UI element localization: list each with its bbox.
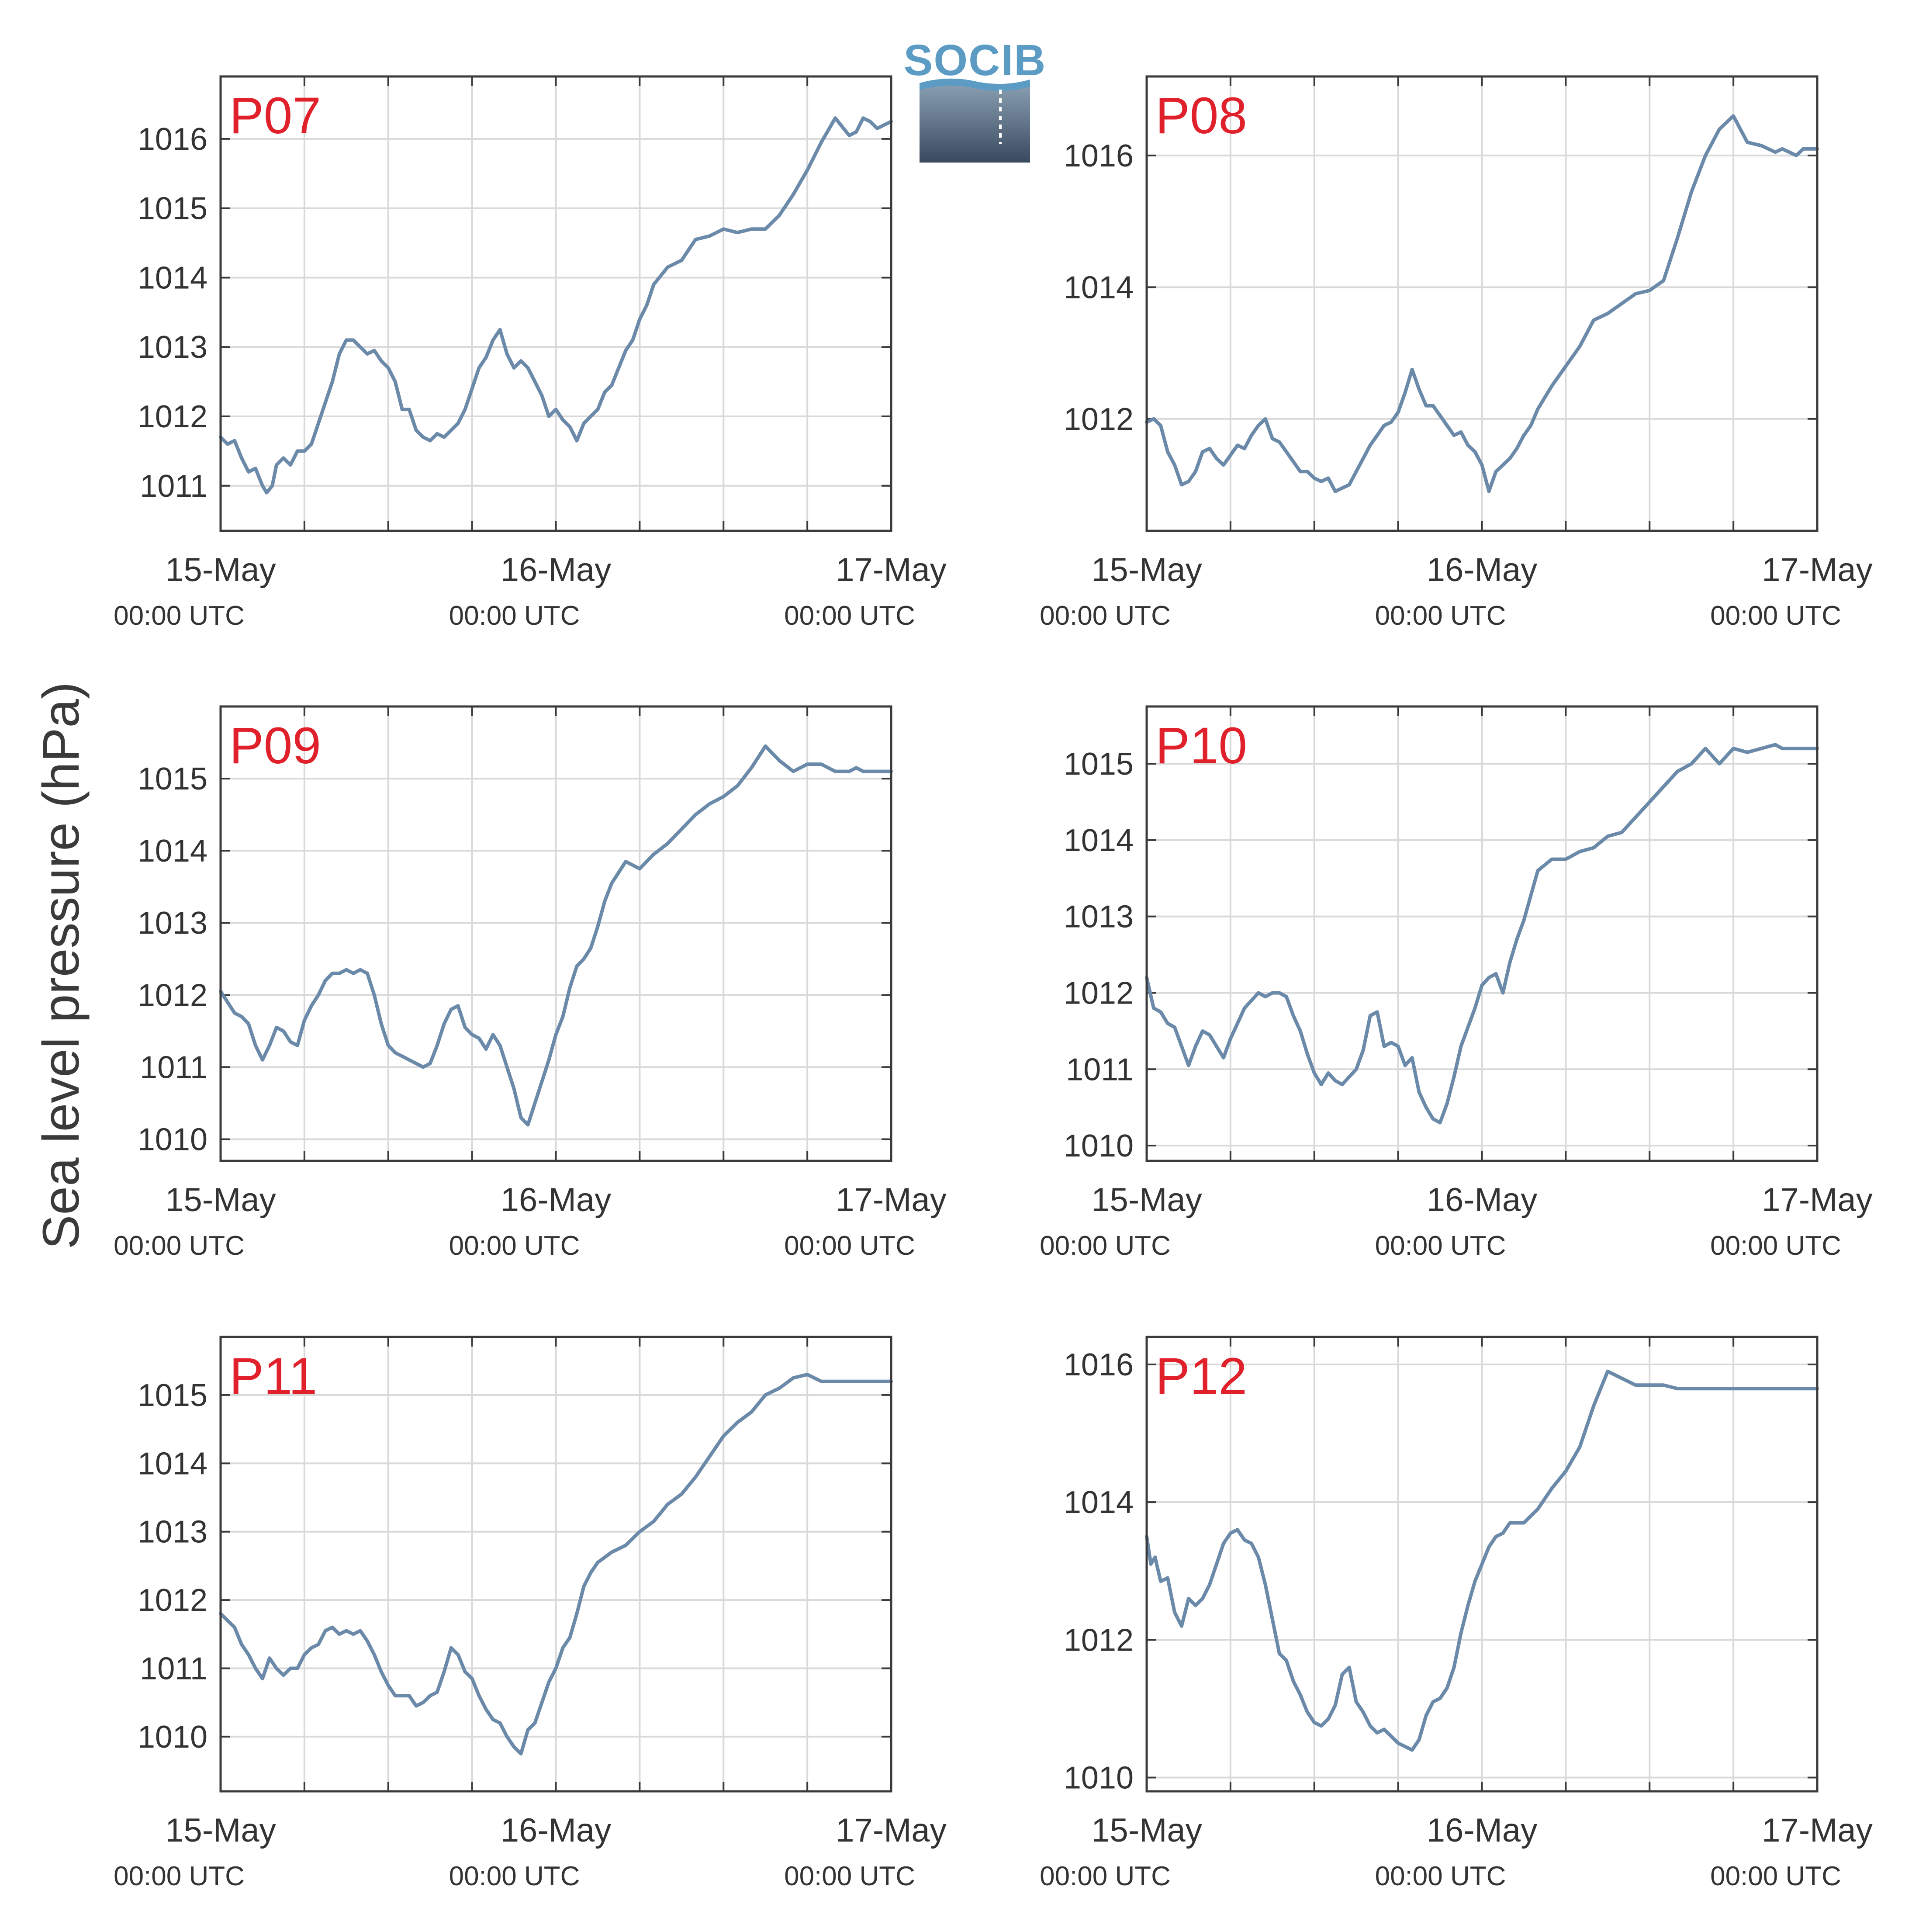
x-tick-label-time: 00:00 UTC — [114, 1231, 245, 1261]
x-tick-label-date: 17-May — [836, 1812, 946, 1849]
y-tick-label: 1016 — [1064, 138, 1134, 173]
x-tick-label-date: 16-May — [501, 1181, 611, 1219]
series-line-p08 — [1145, 114, 1819, 493]
y-tick-label: 1013 — [138, 330, 207, 365]
y-tick-label: 1014 — [1064, 1485, 1134, 1520]
chart-panel-p08: 1012 1014 1016 15-May 00:00 UTC 16-May 00:00 U… — [1040, 75, 1873, 631]
y-tick-label: 1014 — [1064, 823, 1134, 858]
y-tick-label: 1011 — [1066, 1052, 1134, 1087]
station-label: P11 — [229, 1347, 317, 1405]
x-tick-label-date: 17-May — [1762, 551, 1872, 589]
y-tick-label: 1011 — [140, 1651, 207, 1686]
x-tick-label-time: 00:00 UTC — [1375, 1861, 1506, 1891]
x-tick-label-date: 16-May — [1427, 1181, 1537, 1219]
x-tick-label-date: 16-May — [1427, 551, 1537, 589]
y-tick-label: 1012 — [138, 1583, 207, 1618]
y-tick-label: 1013 — [138, 906, 207, 941]
x-tick-label-date: 16-May — [501, 1812, 611, 1849]
y-tick-label: 1015 — [138, 1378, 207, 1413]
x-tick-label-time: 00:00 UTC — [1040, 1861, 1171, 1891]
y-tick-label: 1014 — [138, 1446, 207, 1481]
x-tick-label-date: 15-May — [165, 1812, 276, 1849]
y-tick-label: 1015 — [138, 762, 207, 796]
series-line-p11 — [219, 1373, 893, 1755]
chart-panel-p12: 1010 1012 1014 1016 15-May 00:00 UTC 16-May 00:… — [1040, 1336, 1873, 1891]
x-tick-label-date: 16-May — [1427, 1812, 1537, 1849]
station-label: P09 — [229, 717, 321, 775]
logo-text: SOCIB — [904, 36, 1047, 85]
x-tick-label-date: 15-May — [1091, 1812, 1202, 1849]
y-tick-label: 1012 — [138, 978, 207, 1013]
x-tick-label-time: 00:00 UTC — [784, 601, 915, 631]
axes-frame — [1145, 1336, 1819, 1793]
y-tick-label: 1011 — [140, 469, 207, 504]
x-tick-label-time: 00:00 UTC — [449, 1861, 580, 1891]
x-tick-label-date: 16-May — [501, 551, 611, 589]
y-tick-label: 1012 — [138, 399, 207, 434]
x-tick-label-time: 00:00 UTC — [1375, 1231, 1506, 1261]
x-tick-label-date: 15-May — [165, 551, 276, 589]
y-tick-label: 1015 — [1064, 747, 1134, 782]
y-tick-label: 1010 — [138, 1720, 207, 1755]
chart-panel-p10: 1010 1011 1012 1013 1014 1015 15-May 00:00 UTC 1… — [1040, 705, 1873, 1261]
y-tick-label: 1014 — [1064, 270, 1134, 305]
logo-wave-highlight — [920, 78, 1030, 91]
axes-frame — [219, 75, 892, 532]
chart-panel-p07: 1011 1012 1013 1014 1015 1016 15-May 00:00 UTC 1… — [114, 75, 947, 631]
y-tick-label: 1013 — [1064, 900, 1134, 935]
axes-frame — [1145, 705, 1819, 1162]
x-tick-label-time: 00:00 UTC — [1710, 1231, 1841, 1261]
x-tick-label-time: 00:00 UTC — [1710, 1861, 1841, 1891]
x-tick-label-time: 00:00 UTC — [449, 601, 580, 631]
station-label: P08 — [1155, 87, 1247, 145]
x-tick-label-time: 00:00 UTC — [449, 1231, 580, 1261]
station-label: P12 — [1155, 1347, 1247, 1405]
series-line-p09 — [219, 744, 893, 1127]
chart-panel-p09: 1010 1011 1012 1013 1014 1015 15-May 00:00 UTC 1… — [114, 705, 947, 1261]
socib-logo: SOCIB — [904, 36, 1047, 163]
x-tick-label-date: 17-May — [1762, 1812, 1872, 1849]
x-tick-label-date: 15-May — [165, 1181, 276, 1219]
y-tick-label: 1012 — [1064, 1623, 1134, 1658]
y-tick-label: 1013 — [138, 1515, 207, 1550]
x-tick-label-time: 00:00 UTC — [114, 601, 245, 631]
x-tick-label-time: 00:00 UTC — [1040, 601, 1171, 631]
figure-ylabel: Sea level pressure (hPa) — [32, 682, 90, 1250]
series-line-p07 — [219, 116, 893, 495]
x-tick-label-date: 15-May — [1091, 551, 1202, 589]
y-tick-label: 1015 — [138, 191, 207, 226]
y-tick-label: 1012 — [1064, 976, 1134, 1011]
x-tick-label-time: 00:00 UTC — [1040, 1231, 1171, 1261]
y-tick-label: 1010 — [138, 1122, 207, 1157]
station-label: P10 — [1155, 717, 1247, 775]
x-tick-label-time: 00:00 UTC — [1710, 601, 1841, 631]
chart-panel-p11: 1010 1011 1012 1013 1014 1015 15-May 00:00 UTC 1… — [114, 1336, 947, 1891]
y-tick-label: 1010 — [1064, 1760, 1134, 1795]
logo-wave — [920, 78, 1030, 163]
x-tick-label-date: 17-May — [836, 551, 946, 589]
station-label: P07 — [229, 87, 321, 145]
x-tick-label-date: 17-May — [1762, 1181, 1872, 1219]
axes-frame — [1145, 75, 1819, 532]
axes-frame — [219, 1336, 892, 1793]
series-line-p10 — [1145, 743, 1819, 1125]
x-tick-label-time: 00:00 UTC — [114, 1861, 245, 1891]
y-tick-label: 1016 — [138, 122, 207, 157]
y-tick-label: 1016 — [1064, 1347, 1134, 1382]
x-tick-label-time: 00:00 UTC — [784, 1231, 915, 1261]
series-line-p12 — [1145, 1369, 1819, 1752]
x-tick-label-time: 00:00 UTC — [784, 1861, 915, 1891]
x-tick-label-time: 00:00 UTC — [1375, 601, 1506, 631]
y-tick-label: 1012 — [1064, 402, 1134, 437]
x-tick-label-date: 15-May — [1091, 1181, 1202, 1219]
axes-frame — [219, 705, 892, 1162]
y-tick-label: 1014 — [138, 834, 207, 869]
y-tick-label: 1010 — [1064, 1129, 1134, 1163]
y-tick-label: 1014 — [138, 260, 207, 295]
y-tick-label: 1011 — [140, 1050, 207, 1085]
x-tick-label-date: 17-May — [836, 1181, 946, 1219]
